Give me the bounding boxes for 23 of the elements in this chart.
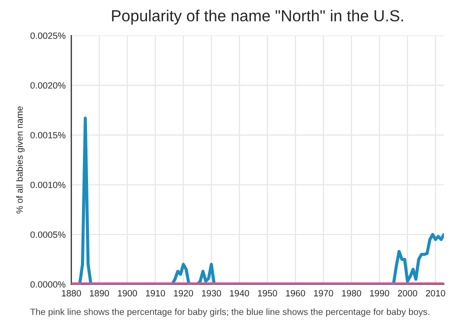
x-tick-label: 1890 (90, 290, 110, 296)
y-tick-label: 0.0005% (30, 231, 66, 238)
x-tick-label: 1970 (314, 290, 334, 296)
x-tick-label: 1940 (230, 290, 250, 296)
x-tick-label: 1950 (258, 290, 278, 296)
y-axis-title: % of all babies given name (16, 106, 25, 214)
x-tick-label: 1880 (62, 290, 81, 296)
x-tick-label: 1930 (202, 290, 222, 296)
y-tick-label: 0.0000% (30, 281, 66, 288)
x-tick-label: 1920 (174, 290, 194, 296)
y-tick-label: 0.0015% (30, 132, 66, 138)
y-tick-label: 0.0025% (30, 32, 66, 39)
x-tick-label: 2010 (426, 290, 446, 296)
x-tick-label: 1910 (146, 290, 166, 296)
y-tick-label: 0.0010% (30, 182, 66, 188)
x-tick-label: 2000 (398, 290, 418, 296)
text: The pink line shows the percentage for baby girls; the blue line shows the percentage for baby boys. (30, 308, 430, 317)
x-tick-label: 1960 (286, 290, 306, 296)
x-tick-label: 1980 (342, 290, 362, 296)
y-tick-label: 0.0020% (30, 82, 66, 89)
chart-title: Popularity of the name "North" in the U.S. (112, 10, 403, 25)
x-tick-label: 1990 (370, 290, 390, 296)
x-tick-label: 1900 (118, 290, 138, 296)
